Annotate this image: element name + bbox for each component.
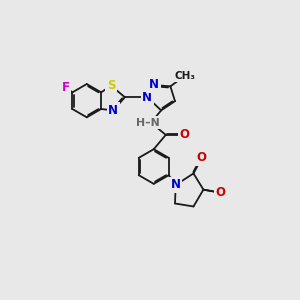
Text: H–N: H–N: [136, 118, 160, 128]
Text: N: N: [108, 104, 118, 117]
Text: N: N: [142, 91, 152, 104]
Text: O: O: [180, 128, 190, 141]
Text: S: S: [107, 79, 115, 92]
Text: O: O: [215, 186, 225, 199]
Text: O: O: [197, 152, 207, 164]
Text: N: N: [171, 178, 181, 191]
Text: F: F: [62, 81, 70, 94]
Text: N: N: [149, 79, 159, 92]
Text: CH₃: CH₃: [174, 71, 195, 81]
